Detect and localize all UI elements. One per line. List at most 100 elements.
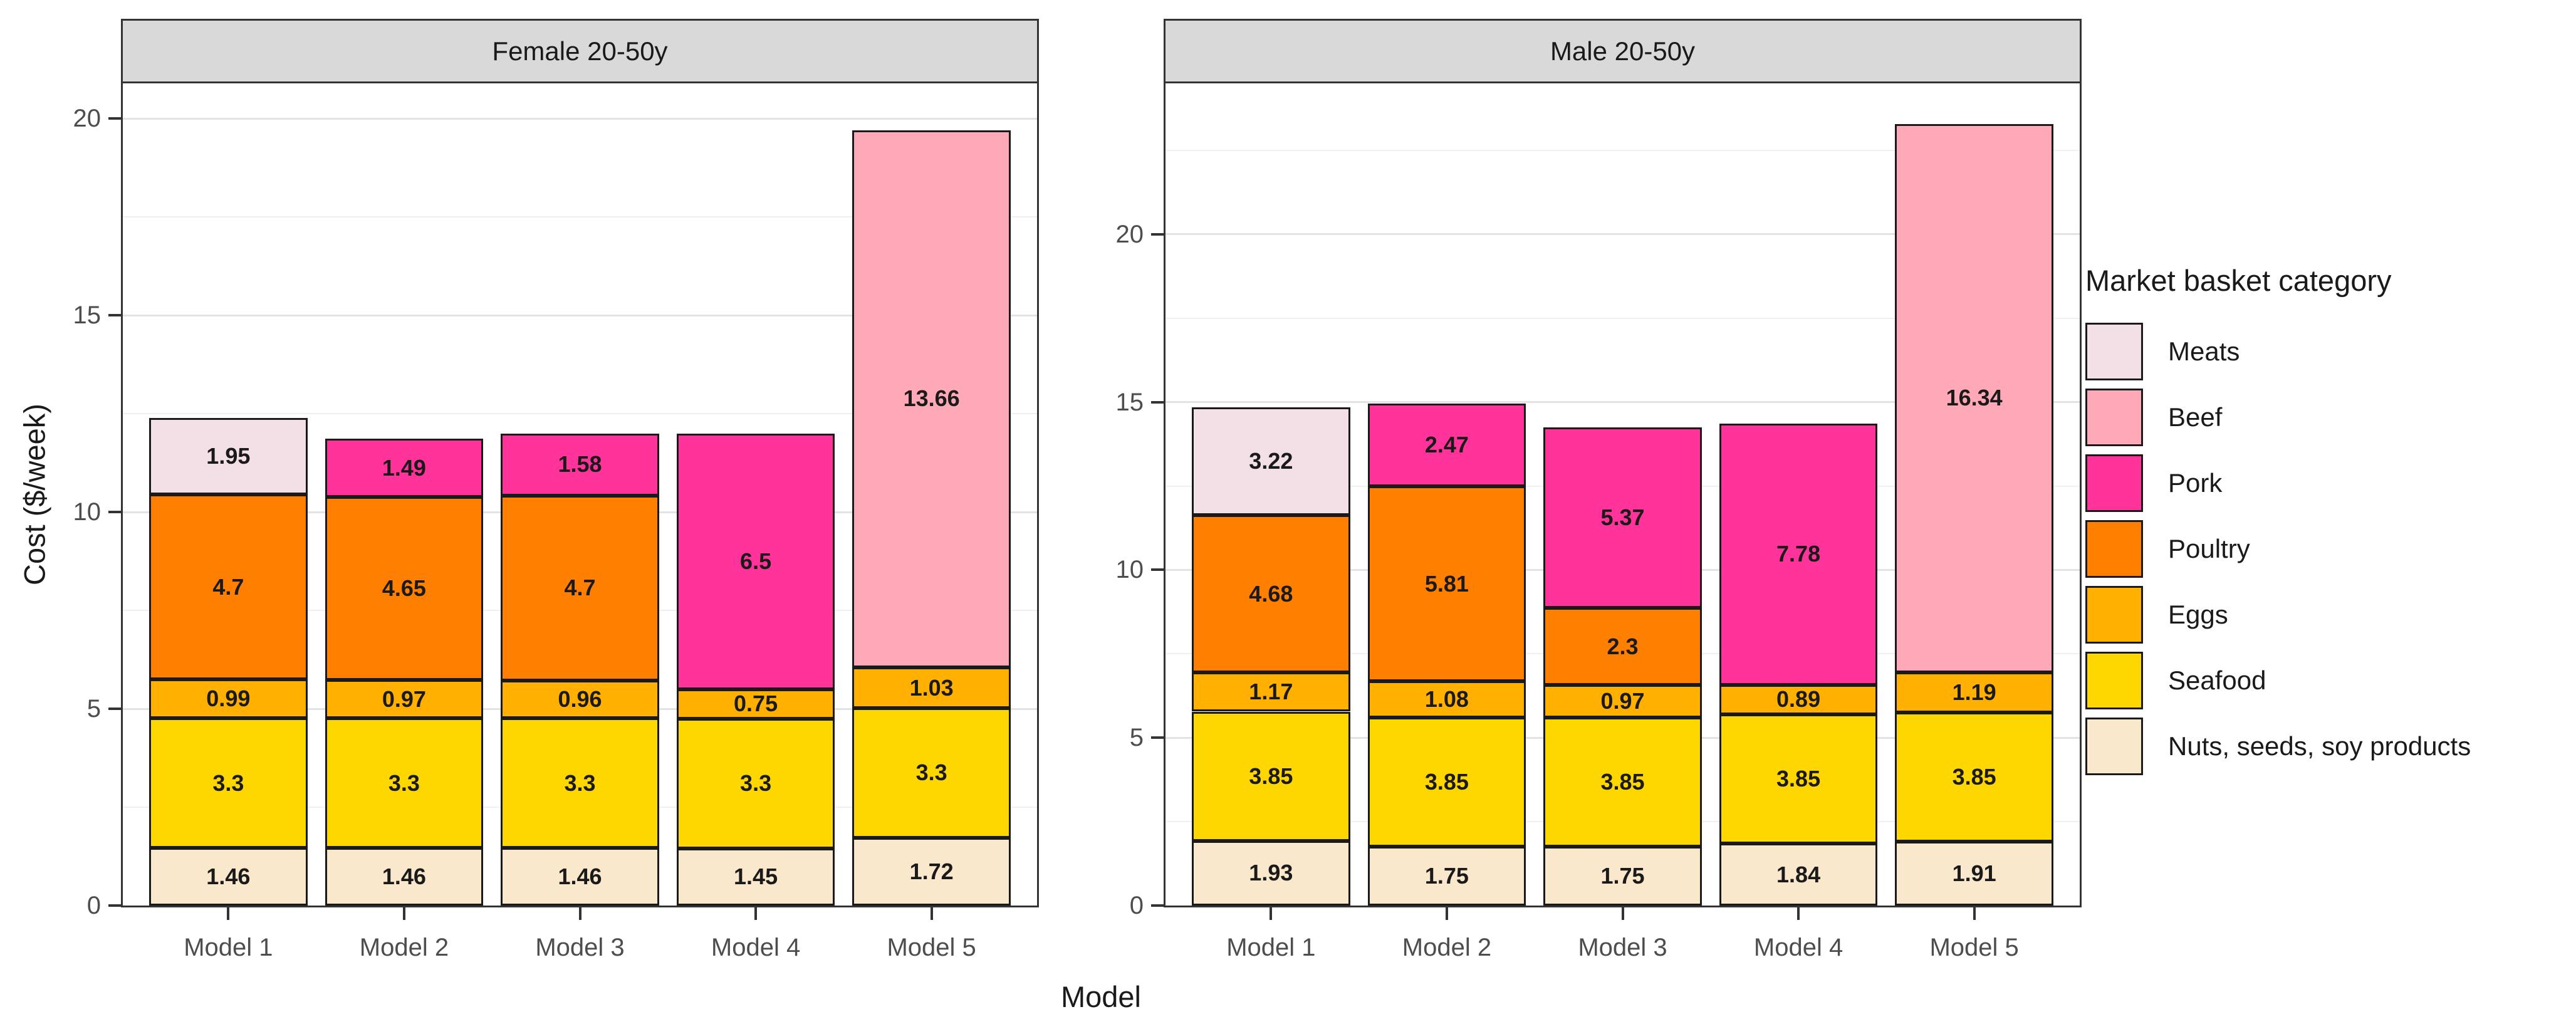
bar-segment-meats: 3.22 xyxy=(1192,407,1350,516)
x-tick-label: Model 2 xyxy=(1402,934,1492,961)
bar-segment-seafood: 3.3 xyxy=(852,708,1011,838)
bar-segment-seafood: 3.85 xyxy=(1543,718,1702,847)
bar-value-label: 1.46 xyxy=(558,864,602,890)
legend-entries: Meats Beef Pork Poultry Eggs Seafood Nuts, see… xyxy=(2085,323,2471,775)
bar-value-label: 1.84 xyxy=(1776,861,1821,887)
bar-segment-nuts-seeds-soy-products: 1.45 xyxy=(676,848,835,906)
x-tick-label: Model 1 xyxy=(1226,934,1316,961)
facet-strip: Male 20-50y xyxy=(1164,19,2082,83)
bar-value-label: 4.65 xyxy=(382,575,426,602)
bar-value-label: 3.85 xyxy=(1249,763,1293,789)
bar-value-label: 0.89 xyxy=(1776,686,1821,713)
legend: Market basket category Meats Beef Pork Poul… xyxy=(2085,263,2471,783)
bar-segment-eggs: 0.75 xyxy=(676,689,835,719)
bar-value-label: 1.03 xyxy=(909,674,954,701)
y-tick-mark xyxy=(1151,232,1164,236)
y-tick-label: 15 xyxy=(1115,388,1144,416)
bar-segment-pork: 7.78 xyxy=(1719,424,1878,685)
bar-segment-nuts-seeds-soy-products: 1.75 xyxy=(1543,847,1702,906)
bar-segment-seafood: 3.85 xyxy=(1719,714,1878,844)
bar-segment-nuts-seeds-soy-products: 1.46 xyxy=(501,848,659,906)
bar-segment-beef: 13.66 xyxy=(852,130,1011,668)
legend-swatch-nuts-seeds-soy-products xyxy=(2085,718,2143,775)
x-tick-label: Model 5 xyxy=(1929,934,2019,961)
legend-label: Poultry xyxy=(2168,534,2250,563)
bar-segment-pork: 1.58 xyxy=(501,433,659,496)
facet-panel: 1.93 3.85 1.17 4.68 3.22 1.75 3.85 1.08 5.81 2.47… xyxy=(1164,81,2082,907)
facet-strip-title: Female 20-50y xyxy=(492,36,668,66)
bar-segment-poultry: 4.7 xyxy=(501,495,659,681)
bar-value-label: 3.3 xyxy=(388,770,420,796)
bar-value-label: 0.75 xyxy=(734,691,778,717)
x-tick-mark xyxy=(930,907,933,920)
legend-label: Seafood xyxy=(2168,666,2266,695)
bar-value-label: 0.96 xyxy=(558,686,602,713)
facet-strip-title: Male 20-50y xyxy=(1550,36,1696,66)
x-tick-mark xyxy=(1270,907,1273,920)
bar-value-label: 5.37 xyxy=(1600,504,1645,531)
legend-swatch-eggs xyxy=(2085,586,2143,644)
bar-value-label: 4.7 xyxy=(212,573,244,600)
bar-segment-nuts-seeds-soy-products: 1.84 xyxy=(1719,843,1878,906)
bar-value-label: 3.85 xyxy=(1776,766,1821,792)
legend-swatch-pork xyxy=(2085,454,2143,512)
bar-segment-nuts-seeds-soy-products: 1.46 xyxy=(325,848,484,906)
bar-value-label: 1.91 xyxy=(1952,860,1996,886)
bar-value-label: 1.46 xyxy=(206,864,251,890)
bar-value-label: 3.85 xyxy=(1600,769,1645,795)
x-axis-title: Model xyxy=(1060,980,1142,1013)
bar-value-label: 4.7 xyxy=(564,575,596,601)
bar-segment-poultry: 2.3 xyxy=(1543,608,1702,686)
bar-segment-seafood: 3.85 xyxy=(1895,712,2053,842)
y-tick-mark xyxy=(108,117,121,120)
legend-label: Pork xyxy=(2168,468,2223,498)
legend-entry-poultry: Poultry xyxy=(2085,520,2471,578)
bar-segment-meats: 1.95 xyxy=(149,417,308,494)
bar-segment-nuts-seeds-soy-products: 1.91 xyxy=(1895,841,2053,906)
bar-value-label: 3.3 xyxy=(564,770,596,796)
x-tick-label: Model 4 xyxy=(711,934,801,961)
x-tick-label: Model 5 xyxy=(887,934,976,961)
gridline-minor xyxy=(1165,150,2080,152)
bar-value-label: 0.99 xyxy=(206,686,251,712)
x-tick-label: Model 4 xyxy=(1753,934,1843,961)
y-tick-label: 5 xyxy=(86,695,101,723)
y-tick-mark xyxy=(1151,400,1164,404)
bar-value-label: 1.19 xyxy=(1952,679,1996,705)
y-tick-label: 20 xyxy=(73,105,102,133)
legend-entry-pork: Pork xyxy=(2085,454,2471,512)
bar-value-label: 3.3 xyxy=(740,770,772,796)
x-tick-label: Model 3 xyxy=(1578,934,1667,961)
legend-swatch-beef xyxy=(2085,389,2143,446)
bar-value-label: 1.75 xyxy=(1600,863,1645,889)
bar-value-label: 1.93 xyxy=(1249,860,1293,886)
bar-segment-seafood: 3.3 xyxy=(149,718,308,849)
gridline-major xyxy=(123,117,1037,120)
bar-segment-pork: 2.47 xyxy=(1367,403,1526,487)
bar-segment-eggs: 0.89 xyxy=(1719,684,1878,715)
bar-segment-seafood: 3.3 xyxy=(501,718,659,849)
legend-label: Nuts, seeds, soy products xyxy=(2168,731,2471,761)
bar-segment-eggs: 0.97 xyxy=(1543,685,1702,718)
legend-entry-nuts-seeds-soy-products: Nuts, seeds, soy products xyxy=(2085,718,2471,775)
legend-swatch-poultry xyxy=(2085,520,2143,578)
bar-segment-eggs: 1.03 xyxy=(852,667,1011,708)
bar-value-label: 3.3 xyxy=(212,770,244,796)
bar-segment-nuts-seeds-soy-products: 1.93 xyxy=(1192,840,1350,906)
bar-segment-poultry: 4.68 xyxy=(1192,515,1350,672)
bar-value-label: 1.75 xyxy=(1424,863,1469,889)
legend-swatch-meats xyxy=(2085,323,2143,380)
bar-value-label: 1.08 xyxy=(1424,686,1469,713)
y-tick-mark xyxy=(1151,568,1164,572)
x-tick-label: Model 2 xyxy=(359,934,449,961)
bar-segment-seafood: 3.3 xyxy=(676,718,835,849)
y-tick-mark xyxy=(1151,904,1164,907)
bar-value-label: 4.68 xyxy=(1249,580,1293,607)
bar-value-label: 1.45 xyxy=(734,864,778,890)
x-tick-mark xyxy=(754,907,758,920)
x-tick-mark xyxy=(402,907,405,920)
y-tick-mark xyxy=(108,904,121,907)
y-tick-mark xyxy=(108,511,121,514)
bar-value-label: 1.17 xyxy=(1249,679,1293,705)
